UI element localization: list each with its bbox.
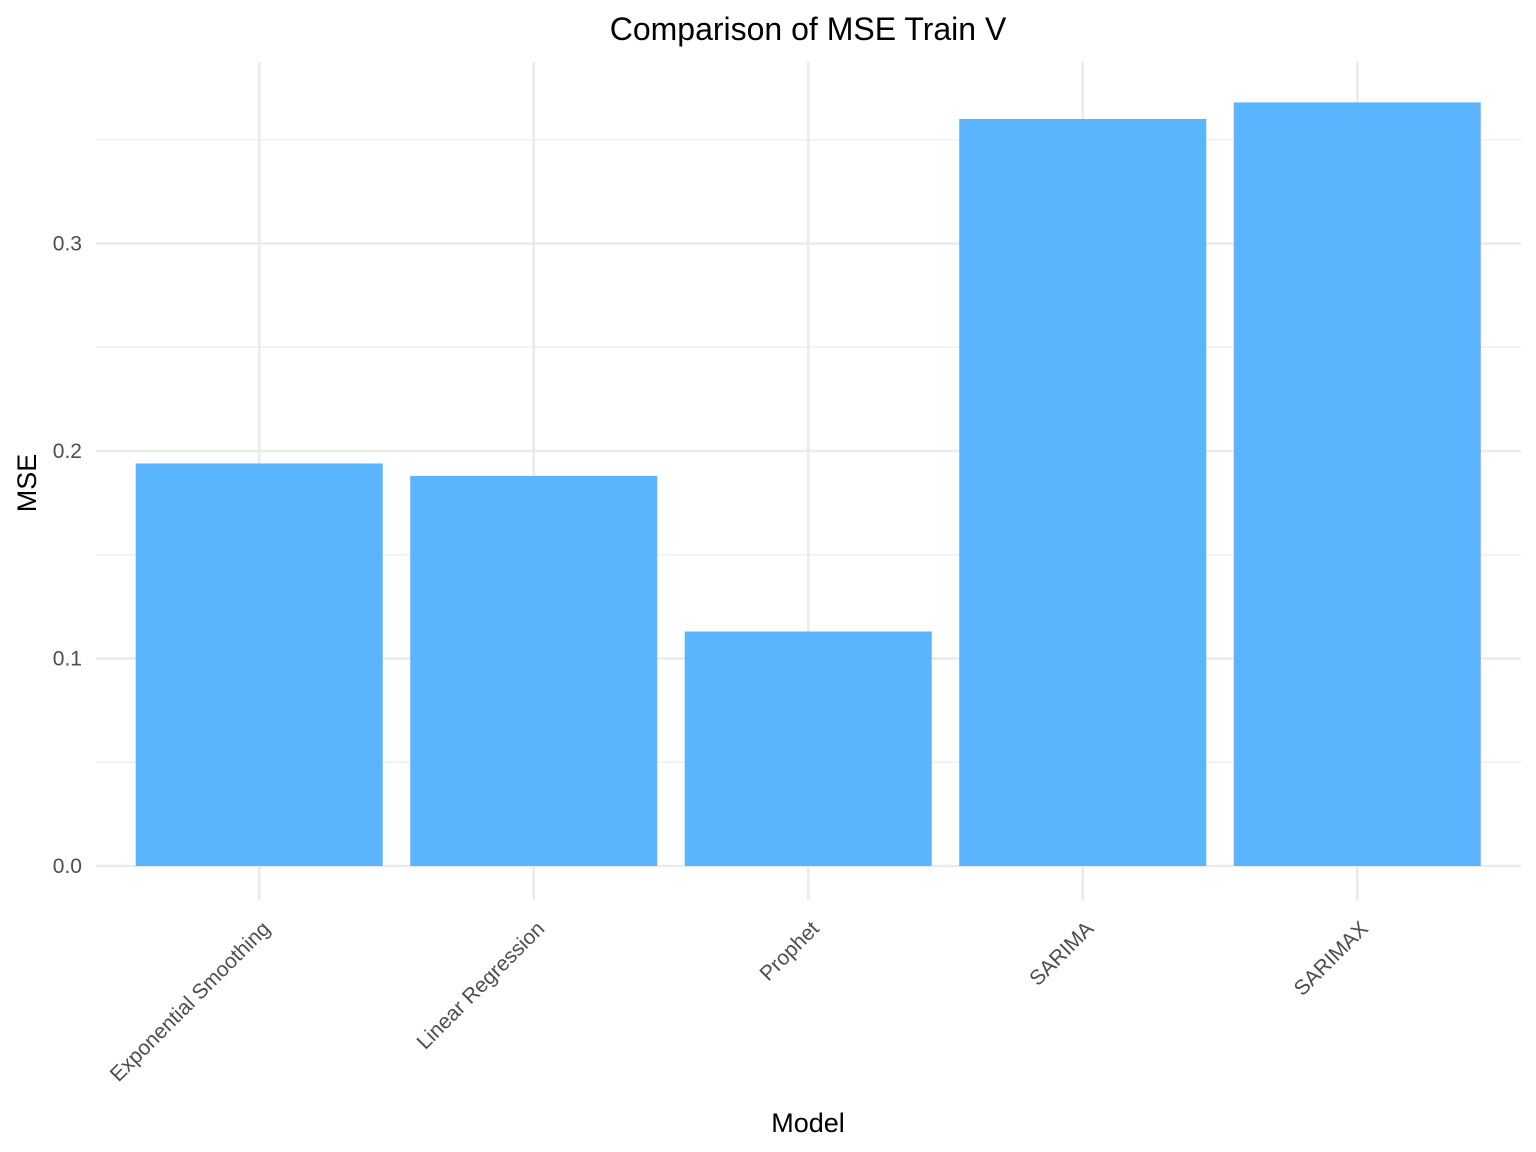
bar-exponential-smoothing xyxy=(135,463,383,866)
bar-prophet xyxy=(684,631,932,866)
y-axis-ticks: 0.0 0.1 0.2 0.3 xyxy=(53,233,82,879)
chart-title: Comparison of MSE Train V xyxy=(610,11,1007,47)
x-axis-title: Model xyxy=(771,1108,845,1138)
y-tick-label: 0.3 xyxy=(53,233,82,256)
bar-sarima xyxy=(959,119,1207,866)
bars xyxy=(135,102,1481,866)
y-tick-label: 0.0 xyxy=(53,855,82,878)
y-tick-label: 0.2 xyxy=(53,440,82,463)
y-tick-label: 0.1 xyxy=(53,648,82,671)
y-axis-title: MSE xyxy=(12,454,42,513)
bar-sarimax xyxy=(1233,102,1481,866)
bar-linear-regression xyxy=(410,475,658,866)
